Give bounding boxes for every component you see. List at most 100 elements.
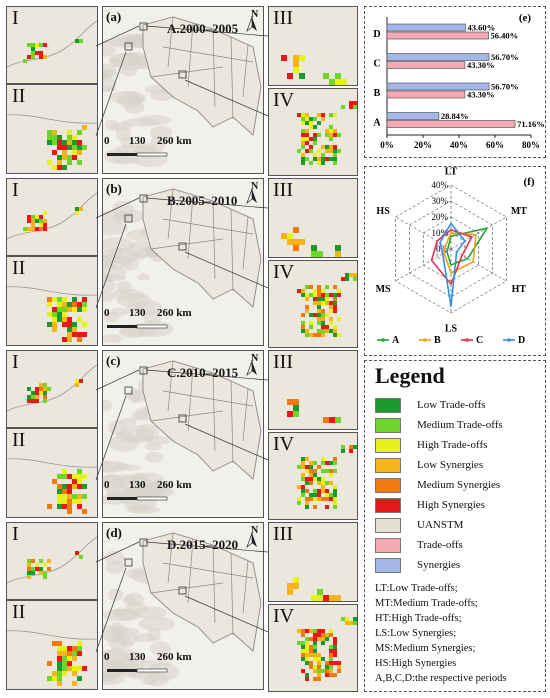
grid-cell: [349, 105, 353, 109]
grid-cell: [325, 497, 329, 501]
grid-cell: [345, 621, 349, 625]
inset-label: III: [273, 179, 293, 201]
grid-cell: [309, 149, 313, 153]
grid-cell: [301, 289, 305, 293]
grid-cell: [301, 161, 305, 165]
legend-abbreviation: MT:Medium Trade-offs;: [375, 598, 478, 609]
panel-letter: (a): [106, 9, 122, 24]
legend-item: UANSTM: [375, 517, 463, 533]
legend-label: High Synergies: [417, 499, 485, 511]
inset-II: II: [6, 428, 98, 518]
grid-cell: [329, 129, 333, 133]
grid-cell: [317, 637, 321, 641]
grid-cell: [321, 297, 325, 301]
inset-label: II: [12, 257, 26, 279]
grid-cell: [72, 479, 77, 484]
grid-cell: [333, 493, 337, 497]
grid-cell: [305, 305, 309, 309]
grid-cell: [77, 302, 82, 307]
grid-cell: [335, 79, 341, 85]
scale-0: 0: [104, 479, 110, 491]
grid-cell: [341, 445, 345, 449]
grid-cell: [39, 223, 43, 227]
grid-cell: [309, 121, 313, 125]
grid-cell: [301, 657, 305, 661]
grid-cell: [43, 387, 47, 391]
grid-cell: [333, 133, 337, 137]
grid-cell: [67, 140, 72, 145]
grid-cell: [305, 285, 309, 289]
scale-0: 0: [104, 651, 110, 663]
grid-cell: [52, 135, 57, 140]
grid-cell: [293, 61, 299, 67]
grid-cell: [52, 641, 57, 646]
grid-cell: [313, 489, 317, 493]
grid-cell: [301, 313, 305, 317]
grid-cell: [52, 676, 57, 681]
scale-130: 130: [129, 135, 146, 147]
grid-cell: [77, 494, 82, 499]
grid-cell: [301, 113, 305, 117]
legend-label: UANSTM: [417, 519, 464, 531]
grid-cell: [329, 293, 333, 297]
grid-cell: [317, 465, 321, 469]
grid-cell: [329, 595, 335, 601]
scale-130: 130: [129, 651, 146, 663]
grid-cell: [72, 671, 77, 676]
period-title: C.2010–2015: [167, 365, 239, 380]
grid-cell: [31, 219, 35, 223]
radar-series: [443, 232, 477, 275]
inset-label: I: [12, 351, 19, 373]
grid-cell: [309, 313, 313, 317]
grid-cell: [321, 477, 325, 481]
grid-cell: [301, 457, 305, 461]
grid-cell: [325, 313, 329, 317]
grid-cell: [57, 317, 62, 322]
grid-cell: [47, 387, 51, 391]
grid-cell: [317, 305, 321, 309]
grid-cell: [317, 493, 321, 497]
grid-cell: [335, 245, 341, 251]
grid-cell: [313, 493, 317, 497]
grid-cell: [293, 583, 299, 589]
grid-cell: [329, 673, 333, 677]
grid-cell: [305, 469, 309, 473]
grid-cell: [47, 559, 51, 563]
grid-cell: [77, 484, 82, 489]
grid-cell: [325, 157, 329, 161]
grid-cell: [321, 469, 325, 473]
grid-cell: [353, 105, 357, 109]
main-map: (c) C.2010–2015 0 130 260 km N: [102, 350, 264, 518]
grid-cell: [323, 595, 329, 601]
grid-cell: [27, 43, 31, 47]
grid-cell: [39, 571, 43, 575]
grid-cell: [317, 133, 321, 137]
grid-cell: [62, 337, 67, 342]
bar-value-label: 56.70%: [491, 82, 519, 92]
grid-cell: [333, 645, 337, 649]
grid-cell: [309, 125, 313, 129]
grid-cell: [43, 395, 47, 399]
radar-legend-marker: [507, 338, 511, 342]
grid-cell: [313, 133, 317, 137]
grid-cell: [317, 251, 323, 257]
grid-cell: [309, 469, 313, 473]
period-title: A.2000–2005: [167, 21, 239, 36]
grid-cell: [321, 301, 325, 305]
radar-spoke: [395, 216, 452, 250]
inset-label: II: [12, 429, 26, 451]
grid-cell: [57, 135, 62, 140]
grid-cell: [293, 399, 299, 405]
grid-cell: [301, 325, 305, 329]
grid-cell: [317, 329, 321, 333]
grid-cell: [35, 227, 39, 231]
bar: [386, 61, 466, 69]
grid-cell: [309, 137, 313, 141]
grid-cell: [329, 629, 333, 633]
grid-cell: [72, 297, 77, 302]
radar-legend-label: B: [434, 335, 441, 346]
grid-cell: [345, 273, 349, 277]
grid-cell: [333, 333, 337, 337]
grid-cell: [301, 473, 305, 477]
grid-cell: [341, 449, 345, 453]
